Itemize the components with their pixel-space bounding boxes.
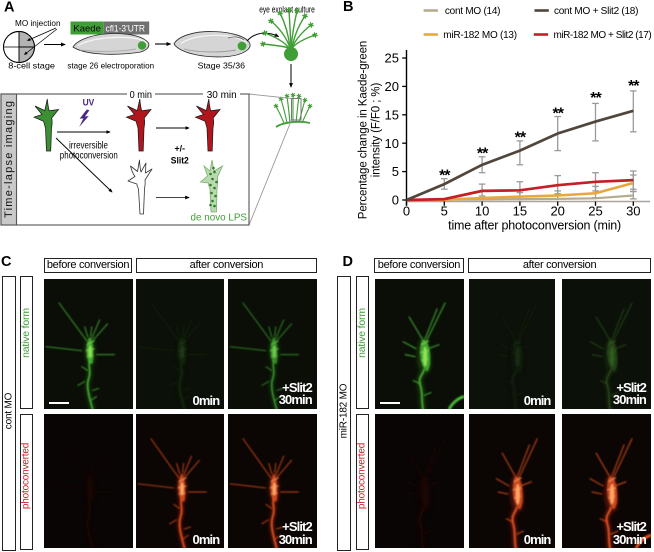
svg-text:Slit2: Slit2 — [171, 155, 189, 166]
svg-text:UV: UV — [83, 98, 95, 109]
svg-text:15: 15 — [385, 107, 399, 122]
svg-text:B: B — [343, 0, 353, 15]
svg-text:**: ** — [590, 90, 602, 107]
svg-text:photoconversion: photoconversion — [60, 151, 118, 162]
svg-text:Kaede: Kaede — [73, 24, 101, 35]
svg-text:0 min: 0 min — [130, 90, 152, 101]
svg-text:**: ** — [477, 146, 489, 163]
svg-text:0: 0 — [403, 204, 410, 219]
svg-text:+/-: +/- — [175, 144, 186, 155]
svg-text:30 min: 30 min — [207, 90, 237, 101]
svg-text:intensity (F/F0 ; %): intensity (F/F0 ; %) — [371, 82, 383, 177]
svg-text:cont MO (14): cont MO (14) — [445, 6, 500, 17]
svg-text:5: 5 — [392, 164, 399, 179]
svg-text:cont MO + Slit2 (18): cont MO + Slit2 (18) — [554, 6, 638, 17]
svg-text:5: 5 — [441, 204, 448, 219]
svg-text:25: 25 — [385, 51, 399, 66]
svg-text:**: ** — [628, 78, 640, 95]
svg-text:10: 10 — [385, 136, 399, 151]
svg-text:20: 20 — [550, 204, 564, 219]
svg-text:25: 25 — [588, 204, 602, 219]
svg-text:MO injection: MO injection — [15, 18, 61, 28]
svg-text:20: 20 — [385, 79, 399, 94]
svg-text:A: A — [4, 0, 15, 16]
svg-text:8-cell stage: 8-cell stage — [8, 61, 55, 71]
svg-text:Percentage change in Kaede-gre: Percentage change in Kaede-green — [358, 41, 370, 219]
svg-text:de novo LPS: de novo LPS — [191, 213, 248, 224]
svg-text:cfl1-3'UTR: cfl1-3'UTR — [106, 24, 146, 35]
svg-text:**: ** — [439, 168, 451, 185]
svg-text:15: 15 — [513, 204, 527, 219]
svg-text:miR-182 MO + Slit2 (17): miR-182 MO + Slit2 (17) — [554, 30, 652, 41]
svg-text:stage 26 electroporation: stage 26 electroporation — [67, 61, 154, 71]
svg-text:Time-lapse imaging: Time-lapse imaging — [3, 101, 15, 218]
svg-text:10: 10 — [475, 204, 489, 219]
svg-text:**: ** — [552, 106, 564, 123]
svg-text:0: 0 — [392, 193, 399, 208]
svg-text:Stage 35/36: Stage 35/36 — [198, 61, 246, 71]
svg-text:miR-182 MO (13): miR-182 MO (13) — [443, 30, 517, 41]
svg-text:irreversible: irreversible — [69, 141, 108, 152]
svg-text:time after photoconversion (mi: time after photoconversion (min) — [448, 219, 621, 233]
svg-text:**: ** — [515, 130, 527, 147]
svg-text:30: 30 — [626, 204, 640, 219]
